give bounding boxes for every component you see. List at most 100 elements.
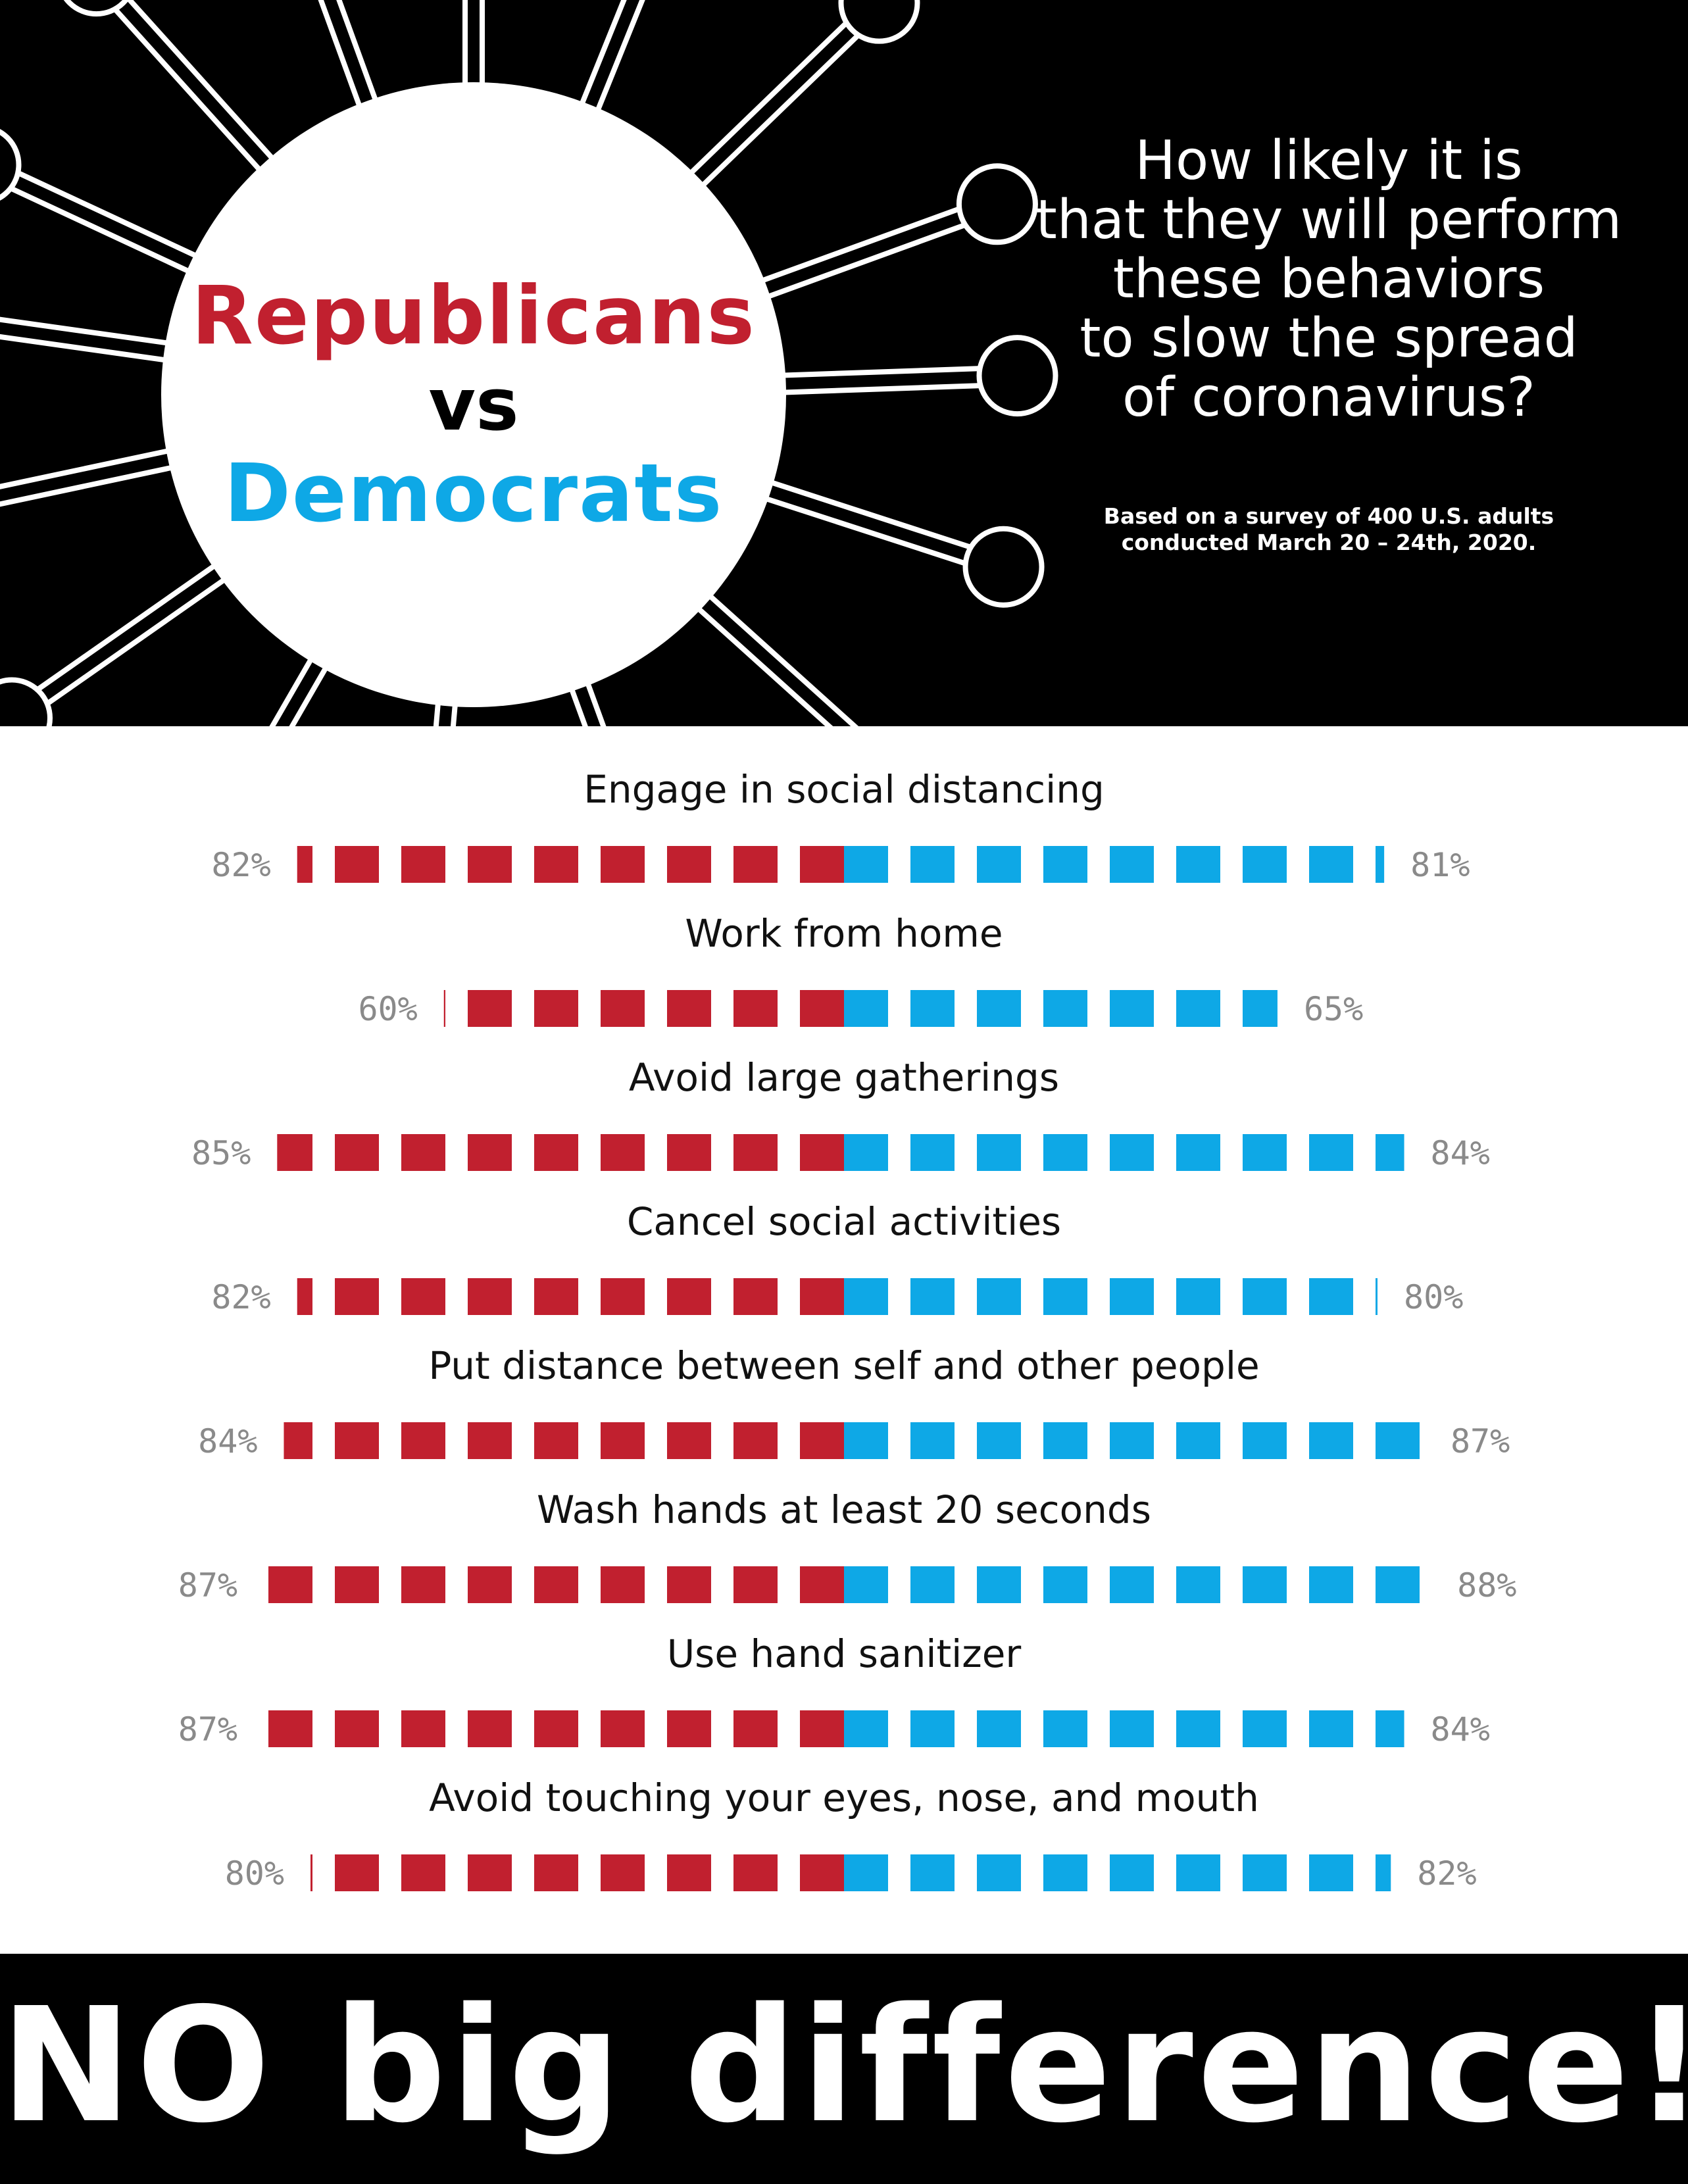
democrat-bar-segment [910,1854,955,1891]
democrat-bar-segment [910,1134,955,1171]
coronavirus-illustration [0,0,1058,726]
democrat-bar-segment [1176,990,1220,1027]
republican-bar-segment [534,1854,578,1891]
question-line: to slow the spread [1080,307,1578,370]
democrat-bar-segment [1243,1854,1287,1891]
democrat-bar-segment [1309,1566,1353,1603]
republican-bar-segment [468,1566,512,1603]
title-democrats: Democrats [224,447,724,540]
republican-bar-segment [534,846,578,883]
republican-bar-segment [335,1710,379,1747]
democrat-bar-segment [1243,846,1287,883]
republican-bar-segment [800,990,844,1027]
republican-bar-segment [601,846,645,883]
republican-bar-segment [800,846,844,883]
republican-bar-segment [601,1710,645,1747]
republican-bar-segment [733,1422,778,1459]
republican-bar-segment [401,1710,445,1747]
republican-bar-segment [534,1422,578,1459]
chart-row: Wash hands at least 20 seconds 87% 88% [178,1487,1517,1604]
virus-spike-inner [762,484,973,562]
republican-bar-segment [468,1854,512,1891]
republican-bar-segment [468,1278,512,1315]
republican-bar-segment [733,1854,778,1891]
republican-bar-segment [401,1854,445,1891]
virus-spike-inner [689,22,859,187]
democrat-bar-segment [910,1566,955,1603]
republican-bar-segment [601,990,645,1027]
chart-row: Avoid large gatherings 85% 84% [191,1055,1490,1172]
democrat-bar-segment [1243,1278,1287,1315]
democrat-bar-segment [1176,846,1220,883]
democrat-value-label: 88% [1457,1566,1516,1604]
republican-bar-segment [468,846,512,883]
democrat-bar-segment [1309,1854,1353,1891]
democrat-bar-segment [1376,1710,1404,1747]
democrat-bar-segment [1376,846,1385,883]
category-label: Put distance between self and other peop… [428,1343,1259,1388]
republican-bar-segment [335,1566,379,1603]
democrat-bar-segment [977,1710,1021,1747]
republican-bar-segment [733,1566,778,1603]
virus-spike-inner [0,452,176,502]
virus-spike-inner [582,0,640,114]
democrat-bar-segment [910,990,955,1027]
republican-bar-segment [800,1422,844,1459]
democrat-bar-segment [1176,1566,1220,1603]
democrat-bar-segment [1176,1422,1220,1459]
democrat-bar-segment [1243,1422,1287,1459]
republican-bar-segment [534,990,578,1027]
republican-bar-segment [401,1422,445,1459]
republican-value-label: 84% [198,1422,257,1460]
virus-spike-knob [838,0,920,44]
republican-bar-segment [733,1134,778,1171]
republican-bar-segment [297,1278,312,1315]
republican-value-label: 87% [178,1710,237,1749]
virus-spike-knob [63,0,130,17]
virus-spike-knob [976,335,1058,417]
republican-bar-segment [277,1134,312,1171]
democrat-bar-segment [1309,1134,1353,1171]
democrat-bar-segment [1110,990,1154,1027]
footer-banner: NO big difference! [0,1954,1688,2184]
democrat-value-label: 87% [1451,1422,1510,1460]
virus-spike-knob [962,526,1045,608]
republican-bar-segment [401,1566,445,1603]
democrat-bar-segment [1110,1854,1154,1891]
democrat-bar-segment [844,1566,888,1603]
democrat-bar-segment [1176,1278,1220,1315]
republican-bar-segment [733,990,778,1027]
republican-bar-segment [268,1566,312,1603]
republican-bar-segment [667,990,711,1027]
republican-bar-segment [401,846,445,883]
democrat-bar-segment [1043,1710,1087,1747]
category-label: Engage in social distancing [583,767,1105,812]
democrat-bar-segment [910,846,955,883]
democrat-bar-segment [1110,1134,1154,1171]
democrat-bar-segment [1043,846,1087,883]
category-label: Use hand sanitizer [667,1631,1022,1676]
republican-bar-segment [401,1278,445,1315]
democrat-bar-segment [844,1278,888,1315]
republican-bar-segment [601,1566,645,1603]
virus-spike-knob [956,163,1038,245]
virus-spike-knob [0,128,22,201]
virus-spike-inner [36,565,227,704]
democrat-bar-segment [1043,990,1087,1027]
category-label: Cancel social activities [627,1199,1061,1244]
democrat-bar-segment [1176,1710,1220,1747]
republican-value-label: 82% [211,1278,270,1316]
republican-bar-segment [800,1566,844,1603]
democrat-bar-segment [1043,1134,1087,1171]
question-line: How likely it is [1135,130,1523,192]
republican-bar-segment [443,990,445,1027]
republican-bar-segment [800,1710,844,1747]
virus-body [161,82,786,707]
republican-bar-segment [800,1854,844,1891]
democrat-bar-segment [910,1710,955,1747]
survey-note: Based on a survey of 400 U.S. adults con… [1026,503,1631,556]
republican-bar-segment [468,1422,512,1459]
republican-bar-segment [667,1710,711,1747]
republican-bar-segment [297,846,312,883]
chart-row: Use hand sanitizer 87% 84% [178,1631,1490,1749]
